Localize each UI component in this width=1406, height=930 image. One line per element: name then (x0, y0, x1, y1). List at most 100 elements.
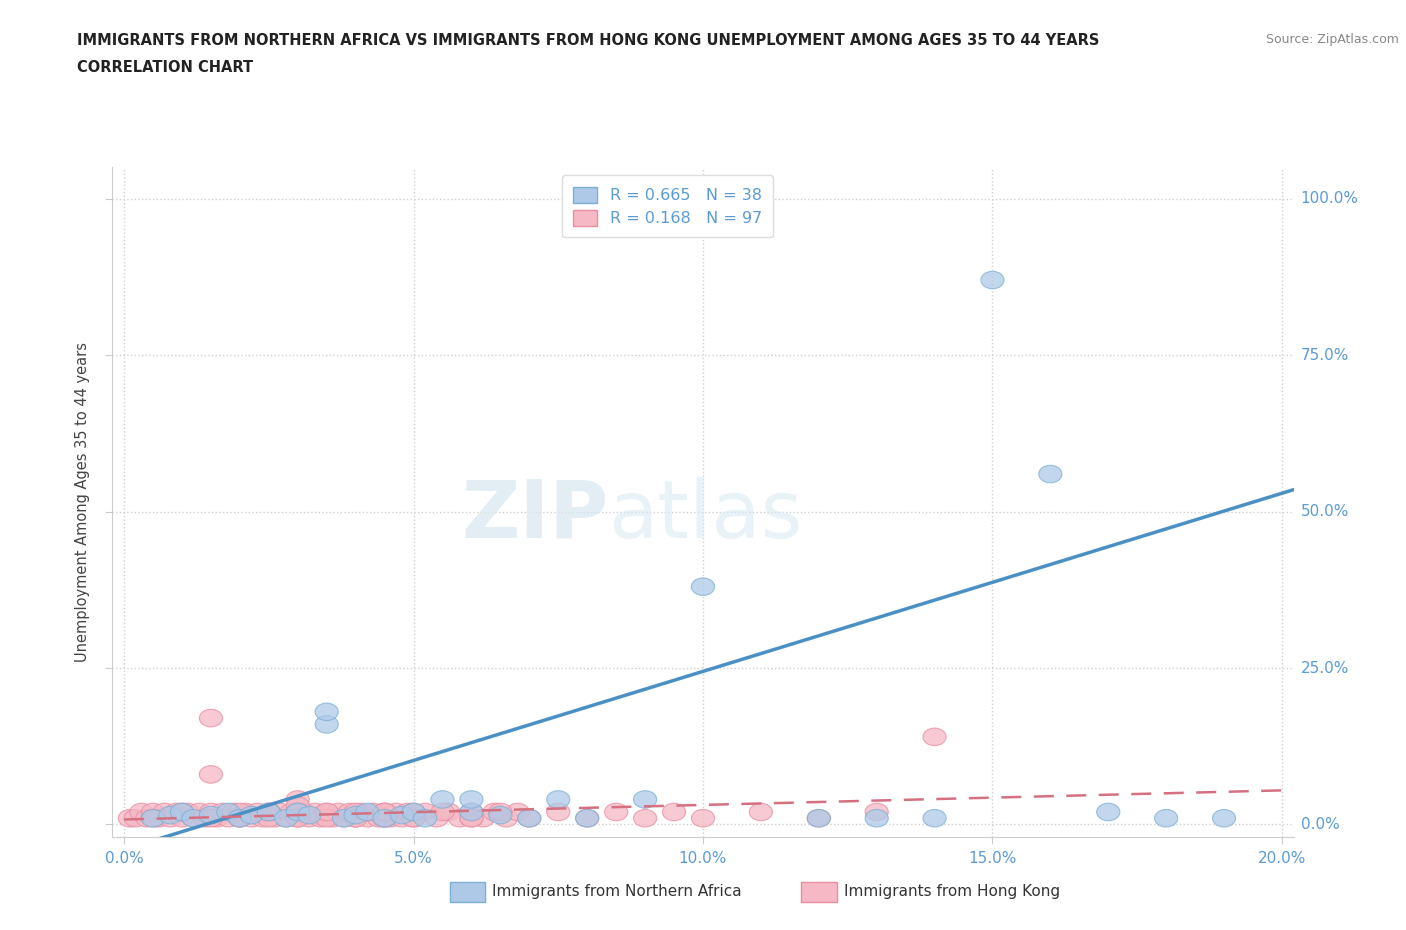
Ellipse shape (547, 790, 569, 808)
Ellipse shape (217, 809, 240, 827)
Ellipse shape (437, 804, 460, 821)
Ellipse shape (692, 578, 714, 595)
Ellipse shape (449, 809, 471, 827)
Ellipse shape (332, 809, 356, 827)
Ellipse shape (228, 809, 252, 827)
Ellipse shape (1212, 809, 1236, 827)
Ellipse shape (287, 797, 309, 815)
Ellipse shape (373, 804, 396, 821)
Ellipse shape (517, 809, 541, 827)
Ellipse shape (385, 804, 408, 821)
Ellipse shape (396, 804, 419, 821)
Ellipse shape (391, 809, 413, 827)
Text: 15.0%: 15.0% (969, 851, 1017, 866)
Ellipse shape (228, 809, 252, 827)
Text: 10.0%: 10.0% (679, 851, 727, 866)
Ellipse shape (228, 804, 252, 821)
Ellipse shape (200, 809, 222, 827)
Ellipse shape (807, 809, 831, 827)
Text: 50.0%: 50.0% (1301, 504, 1348, 519)
Ellipse shape (309, 809, 332, 827)
Ellipse shape (181, 809, 205, 827)
Text: 5.0%: 5.0% (394, 851, 433, 866)
Ellipse shape (1097, 804, 1119, 821)
Ellipse shape (373, 804, 396, 821)
Ellipse shape (211, 804, 233, 821)
Ellipse shape (280, 804, 304, 821)
Ellipse shape (692, 809, 714, 827)
Ellipse shape (922, 728, 946, 746)
Ellipse shape (315, 804, 339, 821)
Ellipse shape (344, 809, 367, 827)
Ellipse shape (200, 806, 222, 824)
Ellipse shape (233, 804, 257, 821)
Ellipse shape (391, 806, 413, 824)
Ellipse shape (344, 809, 367, 827)
Ellipse shape (304, 804, 326, 821)
Ellipse shape (159, 809, 181, 827)
Ellipse shape (118, 809, 142, 827)
Ellipse shape (170, 804, 194, 821)
Ellipse shape (142, 804, 165, 821)
Ellipse shape (506, 804, 529, 821)
Ellipse shape (176, 804, 200, 821)
Ellipse shape (252, 809, 274, 827)
Ellipse shape (575, 809, 599, 827)
Ellipse shape (315, 715, 339, 733)
Ellipse shape (402, 809, 425, 827)
Text: Source: ZipAtlas.com: Source: ZipAtlas.com (1265, 33, 1399, 46)
Ellipse shape (287, 804, 309, 821)
Y-axis label: Unemployment Among Ages 35 to 44 years: Unemployment Among Ages 35 to 44 years (75, 342, 90, 662)
Ellipse shape (269, 804, 292, 821)
Ellipse shape (922, 809, 946, 827)
Ellipse shape (257, 804, 280, 821)
Ellipse shape (246, 804, 269, 821)
Ellipse shape (430, 804, 454, 821)
Ellipse shape (222, 804, 246, 821)
Text: Immigrants from Northern Africa: Immigrants from Northern Africa (492, 884, 742, 899)
Ellipse shape (142, 809, 165, 827)
Ellipse shape (605, 804, 627, 821)
Ellipse shape (240, 809, 263, 827)
Ellipse shape (228, 809, 252, 827)
Ellipse shape (460, 809, 484, 827)
Ellipse shape (373, 809, 396, 827)
Text: 0.0%: 0.0% (104, 851, 143, 866)
Ellipse shape (1039, 465, 1062, 483)
Ellipse shape (315, 804, 339, 821)
Ellipse shape (194, 809, 217, 827)
Ellipse shape (517, 809, 541, 827)
Ellipse shape (181, 809, 205, 827)
Ellipse shape (257, 804, 280, 821)
Ellipse shape (634, 790, 657, 808)
Ellipse shape (634, 809, 657, 827)
Ellipse shape (274, 809, 298, 827)
Ellipse shape (135, 809, 159, 827)
Ellipse shape (263, 809, 287, 827)
Ellipse shape (1154, 809, 1178, 827)
Ellipse shape (547, 804, 569, 821)
Ellipse shape (402, 804, 425, 821)
Ellipse shape (361, 804, 385, 821)
Ellipse shape (489, 806, 512, 824)
Ellipse shape (240, 806, 263, 824)
Ellipse shape (749, 804, 772, 821)
Ellipse shape (332, 809, 356, 827)
Text: 0.0%: 0.0% (1301, 817, 1340, 832)
Text: ZIP: ZIP (461, 476, 609, 554)
Ellipse shape (373, 809, 396, 827)
Ellipse shape (287, 804, 309, 821)
Ellipse shape (460, 804, 484, 821)
Ellipse shape (350, 804, 373, 821)
Ellipse shape (188, 804, 211, 821)
Ellipse shape (981, 272, 1004, 289)
Ellipse shape (402, 804, 425, 821)
Text: Immigrants from Hong Kong: Immigrants from Hong Kong (844, 884, 1060, 899)
Text: 20.0%: 20.0% (1258, 851, 1306, 866)
Ellipse shape (200, 710, 222, 727)
Ellipse shape (321, 809, 344, 827)
Ellipse shape (471, 809, 495, 827)
Ellipse shape (170, 804, 194, 821)
Text: 100.0%: 100.0% (1301, 192, 1358, 206)
Ellipse shape (865, 809, 889, 827)
